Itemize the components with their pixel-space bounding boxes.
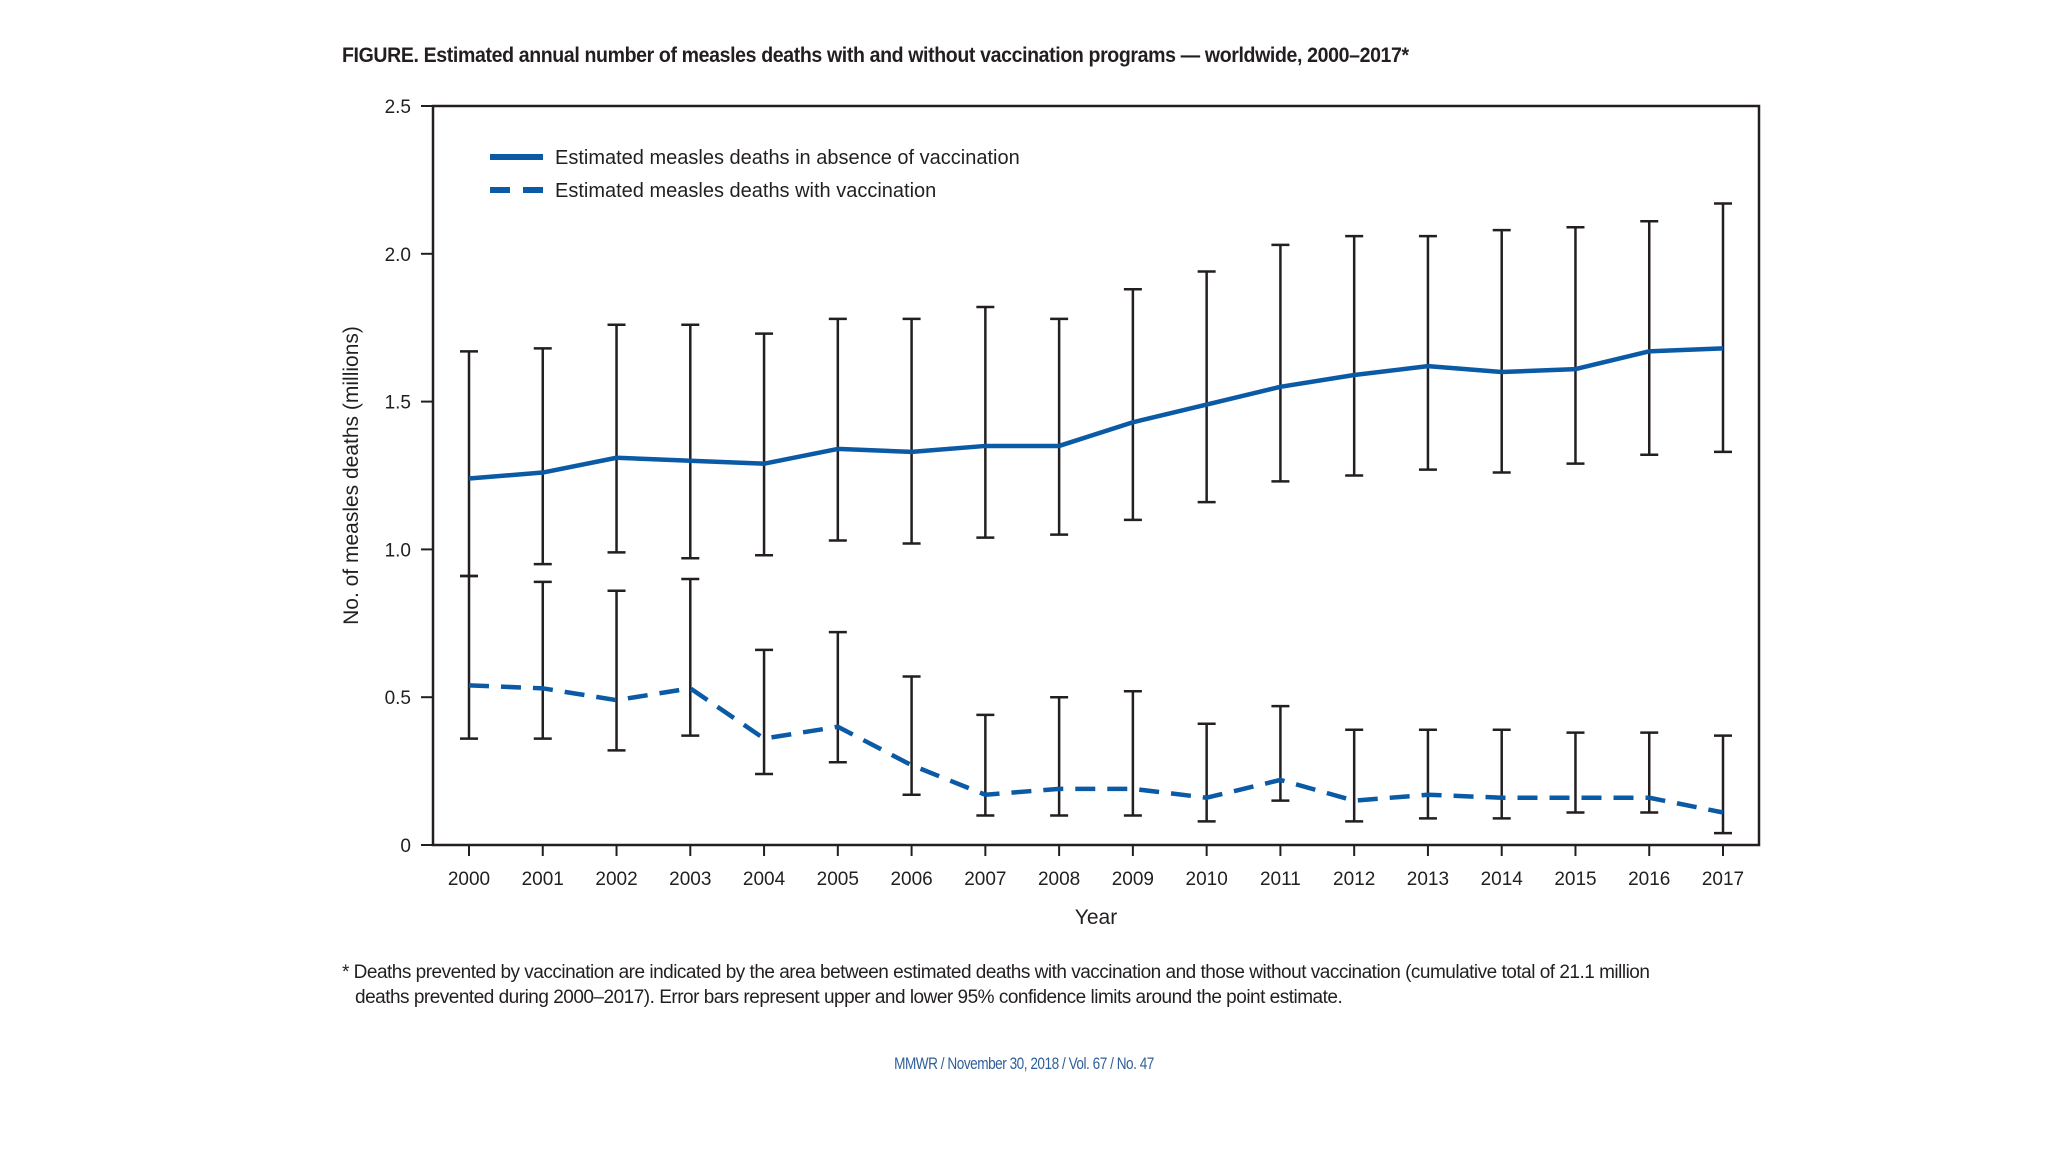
figure-title: FIGURE. Estimated annual number of measl… (342, 44, 1409, 67)
y-tick-label: 2.5 (385, 97, 411, 118)
footnote: * Deaths prevented by vaccination are in… (342, 960, 1782, 1010)
x-tick-label: 2005 (817, 869, 859, 890)
chart: 00.51.01.52.02.5 2000 2001 2002 2003 2004 200… (340, 97, 1761, 929)
x-tick-label: 2013 (1407, 869, 1449, 890)
x-tick-label: 2001 (522, 869, 564, 890)
x-tick-label: 2003 (669, 869, 711, 890)
x-tick-label: 2004 (743, 869, 786, 890)
series-lines (468, 346, 1724, 815)
x-tick-label: 2000 (448, 869, 490, 890)
x-tick-label: 2010 (1186, 869, 1228, 890)
x-tick-label: 2007 (964, 869, 1006, 890)
y-tick-label: 1.5 (385, 393, 411, 414)
y-axis-title: No. of measles deaths (millions) (340, 326, 363, 625)
y-tick-label: 2.0 (385, 245, 411, 266)
series-line-with-vaccination (468, 683, 1724, 815)
legend-label-with-vaccination: Estimated measles deaths with vaccinatio… (555, 180, 936, 202)
x-tick-label: 2014 (1481, 869, 1524, 890)
y-axis: 0 0.5 1.0 1.5 2.0 2.5 (385, 97, 433, 857)
series-line-without-vaccination (468, 346, 1724, 481)
x-axis: 2000 2001 2002 2003 2004 2005 2006 2007 2008 2009… (448, 845, 1744, 890)
x-tick-label: 2006 (890, 869, 932, 890)
error-bars (460, 202, 1732, 835)
x-tick-label: 2015 (1554, 869, 1596, 890)
x-tick-label: 2012 (1333, 869, 1375, 890)
y-tick-label: 0 (400, 836, 411, 857)
x-tick-label: 2017 (1702, 869, 1744, 890)
x-axis-title: Year (1075, 906, 1117, 929)
legend: Estimated measles deaths in absence of v… (490, 147, 1020, 202)
x-tick-label: 2011 (1260, 869, 1301, 890)
y-tick-label: 1.0 (385, 540, 411, 561)
x-tick-label: 2016 (1628, 869, 1670, 890)
plot-border (431, 104, 1761, 847)
footnote-line-2: deaths prevented during 2000–2017). Erro… (355, 987, 1343, 1008)
plot-frame (431, 104, 1761, 847)
x-tick-label: 2009 (1112, 869, 1154, 890)
footnote-line-1: * Deaths prevented by vaccination are in… (342, 962, 1650, 983)
x-tick-label: 2008 (1038, 869, 1080, 890)
journal-footer: MMWR / November 30, 2018 / Vol. 67 / No.… (894, 1054, 1154, 1073)
y-tick-label: 0.5 (385, 688, 411, 709)
legend-label-without-vaccination: Estimated measles deaths in absence of v… (555, 147, 1020, 169)
x-tick-label: 2002 (595, 869, 637, 890)
